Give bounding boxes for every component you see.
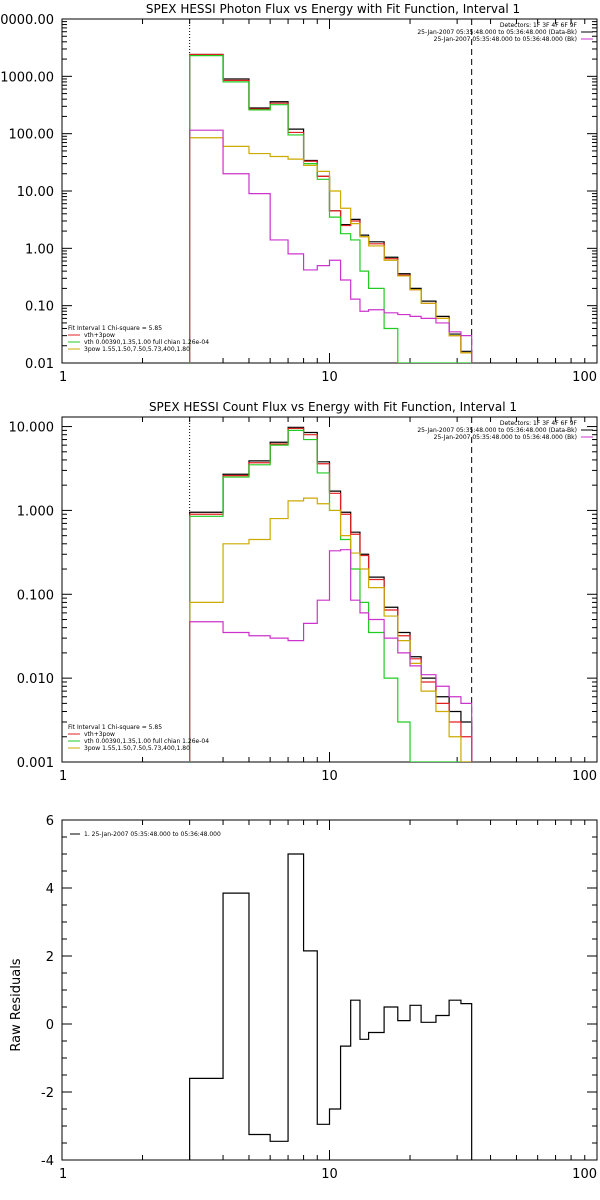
- fit-legend-entry: 3pow 1.55,1.50,7.50,5.73,400,1.80: [84, 346, 190, 353]
- x-tick-label: 10: [321, 1167, 338, 1182]
- x-tick-label: 1: [59, 769, 67, 784]
- series-step-line: [189, 129, 473, 363]
- y-tick-label: 100.00: [9, 128, 55, 143]
- series-step-line: [189, 549, 473, 762]
- legend-header-line: 25-Jan-2007 05:35:48.000 to 05:36:48.000…: [417, 427, 577, 434]
- fit-legend-entry: vth 0.00390,1.35,1.00 full chian 1.26e-0…: [84, 738, 209, 745]
- y-tick-label: 1000.00: [0, 70, 54, 85]
- photon-flux-panel: SPEX HESSI Photon Flux vs Energy with Fi…: [0, 2, 598, 385]
- y-tick-label: -2: [41, 1086, 54, 1101]
- y-tick-label: 0.01: [25, 357, 54, 372]
- y-tick-label: 10000.00: [0, 13, 54, 28]
- y-tick-label: 1.000: [17, 504, 54, 519]
- fit-legend-entry: vth+3pow: [84, 731, 115, 738]
- y-tick-label: 4: [46, 882, 54, 897]
- count-flux-title: SPEX HESSI Count Flux vs Energy with Fit…: [149, 400, 517, 414]
- y-tick-label: -4: [41, 1154, 54, 1169]
- fit-legend-entry: vth+3pow: [84, 332, 115, 339]
- series-step-line: [189, 426, 473, 762]
- x-tick-label: 10: [321, 370, 338, 385]
- x-tick-label: 1: [59, 370, 67, 385]
- count-flux-panel: SPEX HESSI Count Flux vs Energy with Fit…: [9, 400, 598, 784]
- y-tick-label: 0: [46, 1018, 54, 1033]
- residuals-y-axis-label: Raw Residuals: [9, 958, 24, 1051]
- legend-header-line: 25-Jan-2007 05:35:48.000 to 05:36:48.000…: [417, 29, 577, 36]
- y-tick-label: 6: [46, 814, 54, 829]
- photon-flux-plot: 1 10 100 0.01 0.10 1.00 10.00 100.00 1000.00 1000…: [0, 13, 598, 385]
- count-flux-plot: 1 10 100 0.001 0.010 0.100 1.000 10.000 Detector…: [9, 416, 598, 784]
- series-step-line: [189, 54, 473, 363]
- y-tick-label: 1.00: [25, 242, 54, 257]
- y-tick-label: 0.10: [25, 300, 54, 315]
- x-tick-label: 100: [572, 1167, 597, 1182]
- y-tick-label: 0.010: [17, 672, 54, 687]
- fit-legend-header: Fit Interval 1 Chi-square = 5.85: [68, 724, 162, 731]
- x-tick-label: 100: [572, 370, 597, 385]
- x-tick-label: 1: [59, 1167, 67, 1182]
- legend-header-line: Detectors: 1F 3F 4F 6F 9F: [500, 420, 578, 427]
- residuals-plot: 1 10 100 -4 -2 0 2 4 6 1. 25-Jan-2007 05:35:48.00…: [41, 814, 598, 1182]
- series-step-line: [189, 137, 473, 363]
- legend-header-line: 25-Jan-2007 05:35:48.000 to 05:36:48.000…: [434, 434, 577, 441]
- y-tick-label: 0.100: [17, 588, 54, 603]
- photon-flux-title: SPEX HESSI Photon Flux vs Energy with Fi…: [146, 2, 520, 16]
- series-step-line: [189, 497, 473, 762]
- x-tick-label: 10: [321, 769, 338, 784]
- series-step-line: [189, 853, 473, 1160]
- y-tick-label: 10.00: [17, 185, 54, 200]
- legend-header-line: 25-Jan-2007 05:35:48.000 to 05:36:48.000…: [434, 36, 577, 43]
- y-tick-label: 10.000: [9, 421, 55, 436]
- series-step-line: [189, 429, 473, 762]
- residuals-panel: Raw Residuals 1 10 100 -4 -2 0 2 4 6 1. 25-Jan-20…: [9, 814, 598, 1182]
- fit-legend-header: Fit Interval 1 Chi-square = 5.85: [68, 325, 162, 332]
- y-tick-label: 2: [46, 950, 54, 965]
- residuals-legend-entry: 1. 25-Jan-2007 05:35:48.000 to 05:36:48.…: [84, 831, 221, 838]
- series-step-line: [189, 427, 473, 762]
- x-tick-label: 100: [572, 769, 597, 784]
- legend-header-line: Detectors: 1F 3F 4F 6F 9F: [500, 22, 578, 29]
- fit-legend-entry: 3pow 1.55,1.50,7.50,5.73,400,1.80: [84, 745, 190, 752]
- fit-legend-entry: vth 0.00390,1.35,1.00 full chian 1.26e-0…: [84, 339, 209, 346]
- y-tick-label: 0.001: [17, 756, 54, 771]
